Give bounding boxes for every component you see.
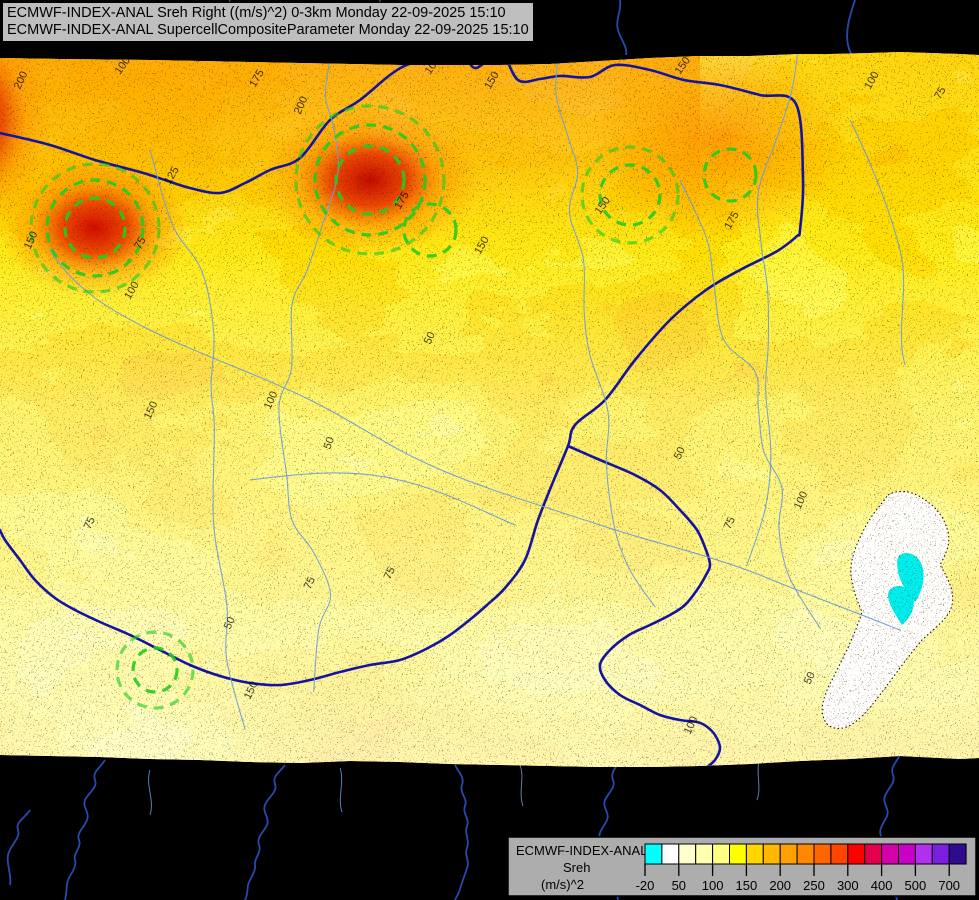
svg-text:150: 150 — [736, 878, 758, 893]
svg-text:250: 250 — [803, 878, 825, 893]
svg-text:50: 50 — [672, 878, 686, 893]
svg-text:400: 400 — [871, 878, 893, 893]
svg-text:Sreh: Sreh — [563, 860, 590, 875]
svg-text:(m/s)^2: (m/s)^2 — [541, 877, 584, 892]
svg-text:200: 200 — [769, 878, 791, 893]
svg-text:700: 700 — [938, 878, 960, 893]
svg-text:500: 500 — [905, 878, 927, 893]
svg-text:100: 100 — [702, 878, 724, 893]
svg-text:ECMWF-INDEX-ANAL: ECMWF-INDEX-ANAL — [516, 843, 647, 858]
svg-text:300: 300 — [837, 878, 859, 893]
svg-text:-20: -20 — [636, 878, 655, 893]
